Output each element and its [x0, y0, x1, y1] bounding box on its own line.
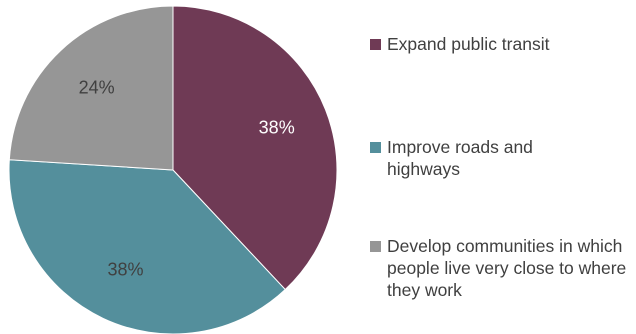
legend-swatch	[370, 142, 381, 153]
pie-slice-expand-public-transit	[172, 5, 338, 291]
slice-label-expand-public-transit: 38%	[259, 118, 295, 138]
legend-label: Develop communities in which people live…	[387, 236, 627, 300]
legend: Expand public transit Improve roads and …	[370, 0, 636, 334]
pie-slice-labels: 38% 38% 24%	[79, 77, 295, 279]
legend-swatch	[370, 39, 381, 50]
legend-item-improve-roads: Improve roads and highways	[370, 136, 577, 180]
legend-label: Improve roads and highways	[387, 137, 533, 179]
legend-item-expand-public-transit: Expand public transit	[370, 33, 636, 55]
pie-slices	[8, 5, 338, 334]
slice-label-develop-communities: 24%	[79, 77, 115, 97]
pie-slice-develop-communities	[8, 5, 174, 171]
legend-item-develop-communities: Develop communities in which people live…	[370, 235, 636, 301]
legend-label: Expand public transit	[387, 34, 550, 54]
legend-swatch	[370, 241, 381, 252]
pie-slice-improve-roads	[8, 159, 286, 334]
slice-label-improve-roads: 38%	[108, 260, 144, 280]
